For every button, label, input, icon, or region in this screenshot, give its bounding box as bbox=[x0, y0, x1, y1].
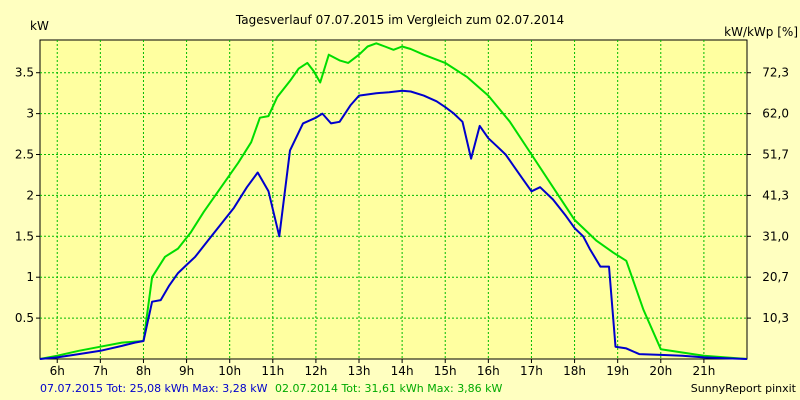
x-tick-label: 14h bbox=[391, 364, 414, 378]
footer-series-2014: 02.07.2014 Tot: 31,61 kWh Max: 3,86 kW bbox=[275, 382, 503, 395]
y-axis-left-label: kW bbox=[30, 19, 49, 33]
x-tick-label: 21h bbox=[692, 364, 715, 378]
x-tick-label: 17h bbox=[520, 364, 543, 378]
x-tick-label: 9h bbox=[179, 364, 194, 378]
y-tick-label: 3 bbox=[26, 107, 34, 121]
footer-summary: 07.07.2015 Tot: 25,08 kWh Max: 3,28 kW 0… bbox=[40, 382, 503, 395]
y2-tick-label: 20,7 bbox=[762, 270, 789, 284]
chart-title: Tagesverlauf 07.07.2015 im Vergleich zum… bbox=[235, 13, 564, 27]
x-tick-label: 10h bbox=[218, 364, 241, 378]
x-tick-label: 11h bbox=[261, 364, 284, 378]
plot-area bbox=[39, 39, 748, 360]
x-tick-label: 18h bbox=[563, 364, 586, 378]
y-axis-right-ticks: 10,3 20,7 31,0 41,3 51,7 62,0 72,3 bbox=[747, 66, 789, 325]
y2-tick-label: 10,3 bbox=[762, 311, 789, 325]
y2-tick-label: 41,3 bbox=[762, 188, 789, 202]
footer-series-2015: 07.07.2015 Tot: 25,08 kWh Max: 3,28 kW bbox=[40, 382, 268, 395]
x-tick-label: 8h bbox=[136, 364, 151, 378]
y-tick-label: 3.5 bbox=[15, 66, 34, 80]
series-line-02.07.2014 bbox=[39, 42, 748, 360]
x-axis-ticks: 6h 7h 8h 9h 10h 11h 12h 13h 14h 15h 16h 17h 18h 19h 20… bbox=[50, 359, 715, 378]
x-tick-label: 6h bbox=[50, 364, 65, 378]
y2-tick-label: 31,0 bbox=[762, 229, 789, 243]
y-axis-left-ticks: 0.5 1 1.5 2 2.5 3 3.5 bbox=[15, 66, 40, 325]
y-tick-label: 2.5 bbox=[15, 148, 34, 162]
x-tick-label: 12h bbox=[304, 364, 327, 378]
x-tick-label: 15h bbox=[434, 364, 457, 378]
y-tick-label: 1.5 bbox=[15, 229, 34, 243]
x-tick-label: 20h bbox=[649, 364, 672, 378]
x-tick-label: 16h bbox=[477, 364, 500, 378]
series-lines bbox=[39, 42, 748, 360]
y2-tick-label: 72,3 bbox=[762, 66, 789, 80]
x-tick-label: 13h bbox=[348, 364, 371, 378]
x-tick-label: 19h bbox=[606, 364, 629, 378]
series-line-07.07.2015 bbox=[39, 89, 748, 360]
y-axis-right-label: kW/kWp [%] bbox=[724, 25, 798, 39]
x-tick-label: 7h bbox=[93, 364, 108, 378]
grid-lines bbox=[40, 40, 747, 359]
y2-tick-label: 62,0 bbox=[762, 107, 789, 121]
y-tick-label: 1 bbox=[26, 270, 34, 284]
y-tick-label: 0.5 bbox=[15, 311, 34, 325]
y2-tick-label: 51,7 bbox=[762, 148, 789, 162]
footer-credit: SunnyReport pinxit bbox=[691, 382, 797, 395]
y-tick-label: 2 bbox=[26, 188, 34, 202]
